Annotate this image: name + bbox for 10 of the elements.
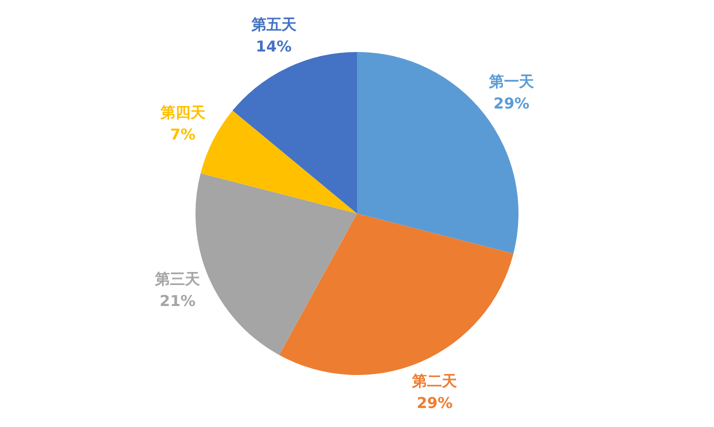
slice-label: 第四天 xyxy=(159,104,206,122)
data-label: 14% xyxy=(256,37,292,56)
slice-label: 第三天 xyxy=(154,270,202,288)
data-label: 7% xyxy=(170,126,196,144)
data-label: 21% xyxy=(160,292,196,310)
slice-label: 第一天 xyxy=(488,72,535,91)
data-label: 29% xyxy=(494,94,530,113)
data-label: 29% xyxy=(416,394,453,412)
slice-label: 第五天 xyxy=(250,15,298,34)
slice-label: 第二天 xyxy=(411,372,458,390)
